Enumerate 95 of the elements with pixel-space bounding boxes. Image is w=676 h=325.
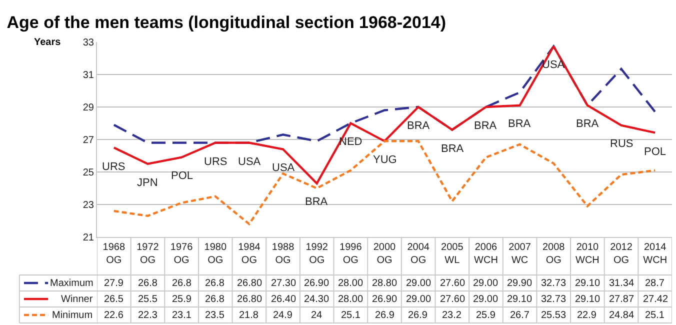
data-label: 24.9 — [273, 310, 293, 321]
data-label: 29.00 — [406, 294, 432, 305]
data-label: 29.10 — [507, 294, 532, 305]
y-tick-label: 29 — [82, 102, 94, 114]
x-tick-label: 1976 OG — [170, 242, 194, 266]
data-label: 24.84 — [609, 310, 634, 321]
annotation: USA — [272, 162, 296, 174]
data-label: 29.90 — [507, 278, 532, 289]
y-tick-label: 27 — [82, 135, 94, 146]
data-label: 26.5 — [104, 294, 124, 305]
x-tick-label: 2012 OG — [610, 242, 633, 266]
data-label: 27.30 — [271, 278, 296, 289]
data-label: 28.00 — [338, 294, 364, 305]
x-tick-label: 1980 OG — [204, 242, 227, 266]
x-tick-label: 1992 OG — [306, 242, 328, 266]
data-label: 22.6 — [104, 310, 124, 321]
x-tick-label: 1988 OG — [272, 242, 295, 266]
data-label: 27.87 — [609, 294, 634, 305]
x-tick-label: 2014 WCH — [643, 242, 668, 266]
data-label: 28.80 — [372, 278, 398, 289]
data-label: 27.60 — [440, 294, 466, 305]
annotation: URS — [204, 156, 228, 168]
data-label: 29.00 — [473, 278, 498, 289]
data-label: 26.9 — [375, 310, 395, 321]
data-label: 26.8 — [138, 278, 158, 289]
annotation: POL — [171, 170, 194, 182]
data-label: 27.9 — [104, 278, 124, 289]
data-label: 25.9 — [476, 310, 496, 321]
y-tick-label: 23 — [82, 200, 94, 211]
annotation: YUG — [373, 154, 397, 166]
chart-title: Age of the men teams (longitudinal section 1968-2014) — [6, 12, 446, 32]
data-label: 24 — [311, 310, 323, 321]
y-tick-label: 25 — [82, 168, 94, 178]
x-tick-label: 2006 WCH — [474, 242, 498, 266]
data-label: 29.00 — [406, 278, 432, 289]
data-label: 26.8 — [205, 294, 225, 305]
data-label: 26.8 — [172, 278, 192, 289]
x-tick-label: 2004 OG — [407, 242, 430, 266]
annotation: BRA — [441, 143, 464, 155]
y-axis-title: Years — [34, 37, 62, 48]
data-label: 29.10 — [575, 278, 600, 289]
x-tick-label: 1996 OG — [340, 242, 362, 266]
annotation: BRA — [407, 120, 430, 132]
x-tick-label: 2007 WC — [508, 242, 532, 266]
data-label: 23.1 — [172, 310, 192, 321]
data-label: 26.90 — [304, 278, 330, 289]
data-label: 26.80 — [237, 294, 262, 305]
x-tick-label: 2008 OG — [542, 242, 566, 266]
data-label: 32.73 — [541, 294, 566, 305]
data-label: 25.53 — [541, 310, 566, 321]
annotation: USA — [238, 156, 262, 168]
legend-label: Minimum — [52, 310, 93, 321]
x-tick-label: 2010 WCH — [575, 242, 600, 266]
data-label: 25.9 — [172, 294, 192, 305]
annotation: JPN — [137, 177, 158, 189]
annotation: BRA — [508, 118, 532, 130]
data-label: 32.73 — [541, 278, 566, 289]
x-tick-label: 2000 OG — [373, 242, 396, 266]
data-label: 26.8 — [205, 278, 225, 289]
data-label: 26.90 — [372, 294, 398, 305]
data-label: 23.5 — [205, 310, 225, 321]
data-label: 29.10 — [575, 294, 600, 305]
annotation: BRA — [576, 118, 600, 130]
y-tick-label: 31 — [82, 70, 94, 81]
data-label: 26.40 — [271, 294, 296, 305]
data-label: 26.80 — [237, 278, 262, 289]
annotation: BRA — [474, 120, 498, 132]
data-label: 28.00 — [338, 278, 364, 289]
data-label: 21.8 — [239, 310, 259, 321]
data-label: 25.5 — [138, 294, 158, 305]
x-tick-label: 1984 OG — [238, 242, 261, 266]
data-label: 25.1 — [341, 310, 361, 321]
data-label: 22.9 — [577, 310, 597, 321]
legend-label: Winner — [61, 294, 94, 305]
legend-label: Maximum — [50, 278, 94, 289]
annotation: RUS — [610, 138, 634, 150]
y-tick-label: 21 — [82, 232, 94, 244]
data-label: 26.7 — [510, 310, 530, 321]
data-label: 26.9 — [408, 310, 428, 321]
data-label: 29.00 — [473, 294, 498, 305]
annotation: POL — [644, 146, 666, 158]
x-tick-label: 1972 OG — [136, 242, 160, 266]
data-label: 23.2 — [442, 310, 462, 321]
data-label: 24.30 — [304, 294, 330, 305]
data-label: 28.7 — [645, 278, 665, 289]
data-label: 25.1 — [645, 310, 665, 321]
x-tick-label: 1968 OG — [102, 242, 126, 266]
x-tick-label: 2005 WL — [441, 242, 464, 266]
data-label: 31.34 — [609, 278, 634, 289]
data-label: 27.60 — [440, 278, 466, 289]
y-tick-label: 33 — [82, 38, 94, 48]
data-label: 22.3 — [138, 310, 158, 321]
data-label: 27.42 — [643, 294, 668, 305]
annotation: BRA — [305, 196, 328, 208]
annotation: URS — [102, 161, 126, 173]
